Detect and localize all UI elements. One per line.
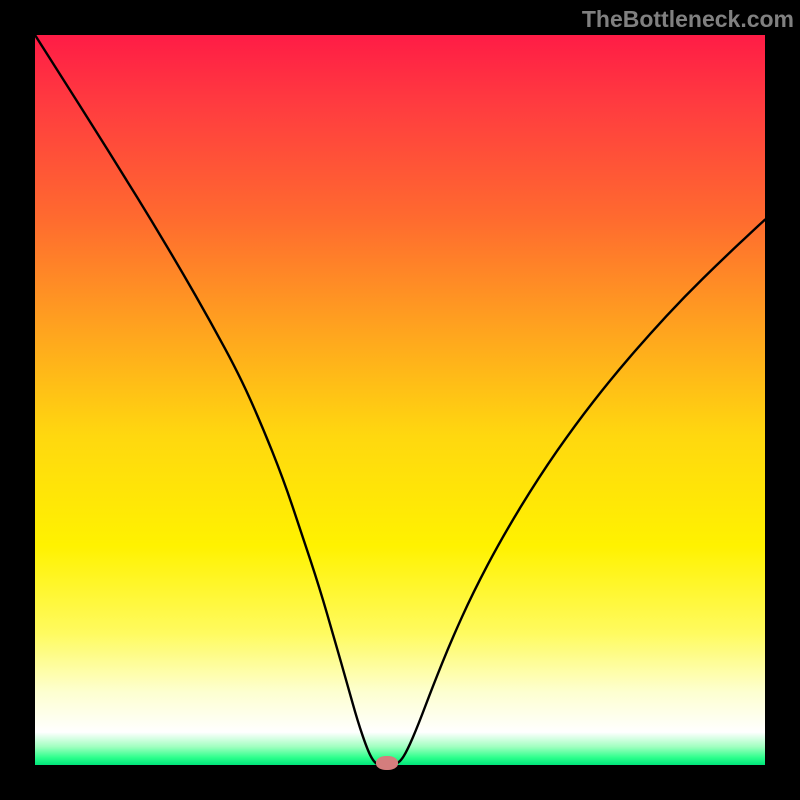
chart-stage: TheBottleneck.com (0, 0, 800, 800)
bottleneck-chart (35, 35, 765, 765)
optimum-marker (376, 756, 398, 770)
watermark-text: TheBottleneck.com (582, 6, 794, 33)
